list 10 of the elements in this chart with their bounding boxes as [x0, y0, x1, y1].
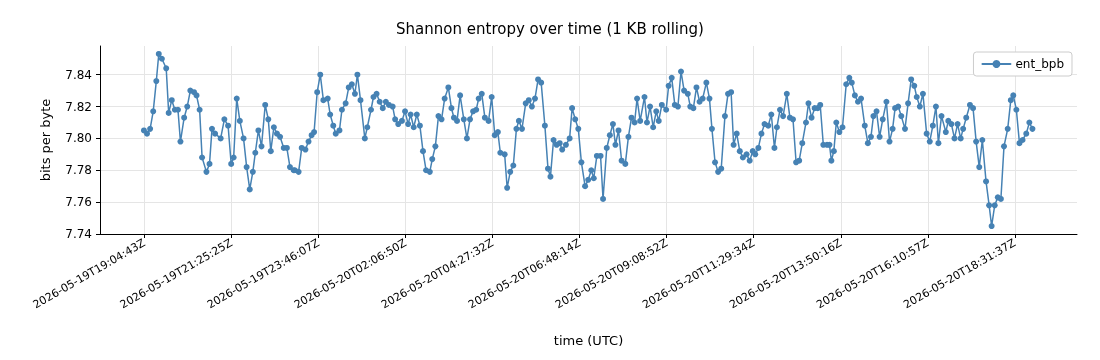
x-axis-title: time (UTC): [553, 333, 624, 348]
chart-title: Shannon entropy over time (1 KB rolling): [396, 19, 704, 38]
y-tick-label: 7.80: [65, 131, 92, 146]
y-tick-label: 7.84: [65, 67, 92, 82]
y-tick-label: 7.76: [65, 195, 92, 210]
legend-label: ent_bpb: [1015, 57, 1064, 71]
y-tick-label: 7.74: [65, 227, 92, 241]
y-axis-title: bits per byte: [38, 98, 53, 182]
y-tick-label: 7.78: [65, 163, 92, 178]
y-tick-label: 7.82: [65, 99, 92, 114]
